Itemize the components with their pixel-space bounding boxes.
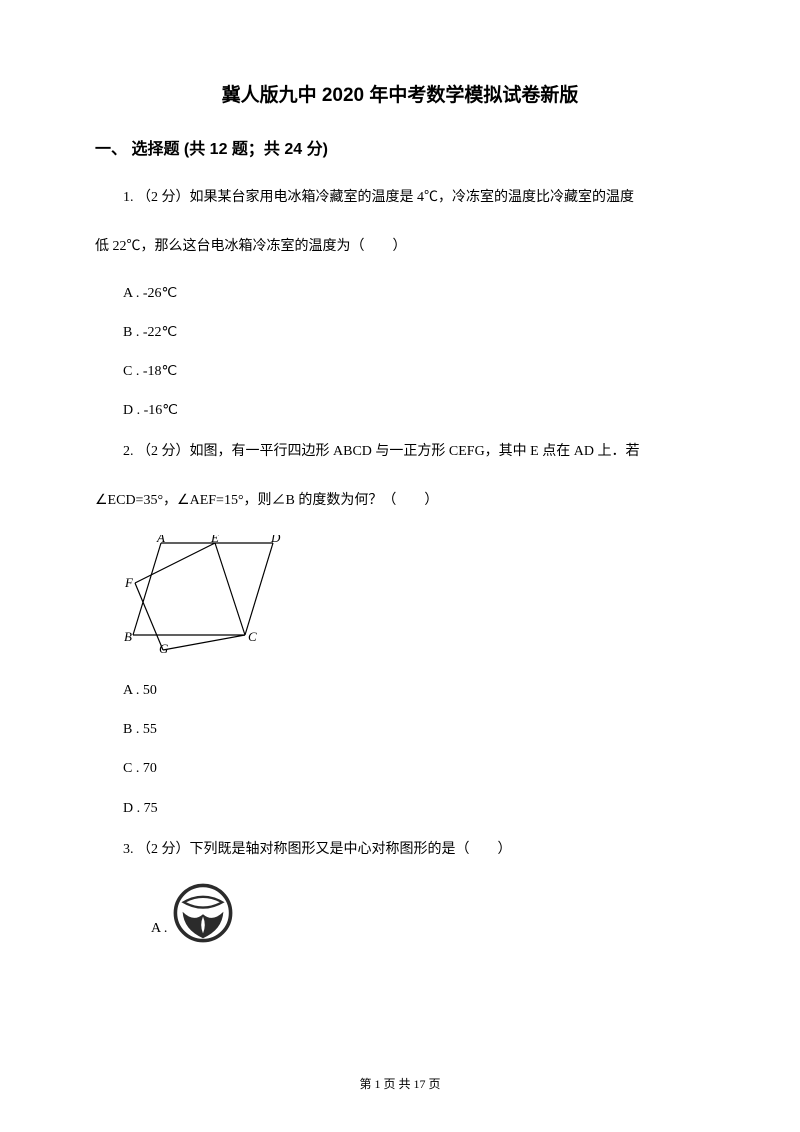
svg-text:F: F [124, 575, 134, 590]
q3-text: 3. （2 分）下列既是轴对称图形又是中心对称图形的是（ ） [95, 835, 705, 866]
q2-option-c: C . 70 [95, 756, 705, 781]
q2-text: 2. （2 分）如图，有一平行四边形 ABCD 与一正方形 CEFG，其中 E … [95, 437, 705, 468]
q1-option-d: D . -16℃ [95, 398, 705, 423]
q1-option-c: C . -18℃ [95, 359, 705, 384]
svg-text:B: B [124, 629, 132, 644]
q3-option-a: A . [95, 883, 705, 943]
q1-option-b: B . -22℃ [95, 320, 705, 345]
q2-cont: ∠ECD=35°，∠AEF=15°，则∠B 的度数为何？（ ） [95, 486, 705, 517]
q1-cont: 低 22℃，那么这台电冰箱冷冻室的温度为（ ） [95, 232, 705, 263]
page-footer: 第 1 页 共 17 页 [0, 1075, 800, 1092]
svg-text:C: C [248, 629, 257, 644]
q1-text: 1. （2 分）如果某台家用电冰箱冷藏室的温度是 4℃，冷冻室的温度比冷藏室的温… [95, 183, 705, 214]
svg-text:A: A [156, 535, 165, 545]
parallelogram-square-diagram: A E D F B C G [123, 535, 293, 655]
svg-text:D: D [270, 535, 281, 545]
q2-option-d: D . 75 [95, 796, 705, 821]
q3-option-a-label: A . [123, 921, 167, 943]
q2-figure: A E D F B C G [123, 535, 705, 660]
svg-text:G: G [159, 641, 169, 655]
section-header: 一、 选择题 (共 12 题；共 24 分) [95, 135, 705, 159]
q1-option-a: A . -26℃ [95, 281, 705, 306]
q2-option-b: B . 55 [95, 717, 705, 742]
svg-text:E: E [210, 535, 219, 545]
page-title: 冀人版九中 2020 年中考数学模拟试卷新版 [95, 80, 705, 107]
symmetry-logo-icon [173, 883, 233, 943]
q2-option-a: A . 50 [95, 678, 705, 703]
